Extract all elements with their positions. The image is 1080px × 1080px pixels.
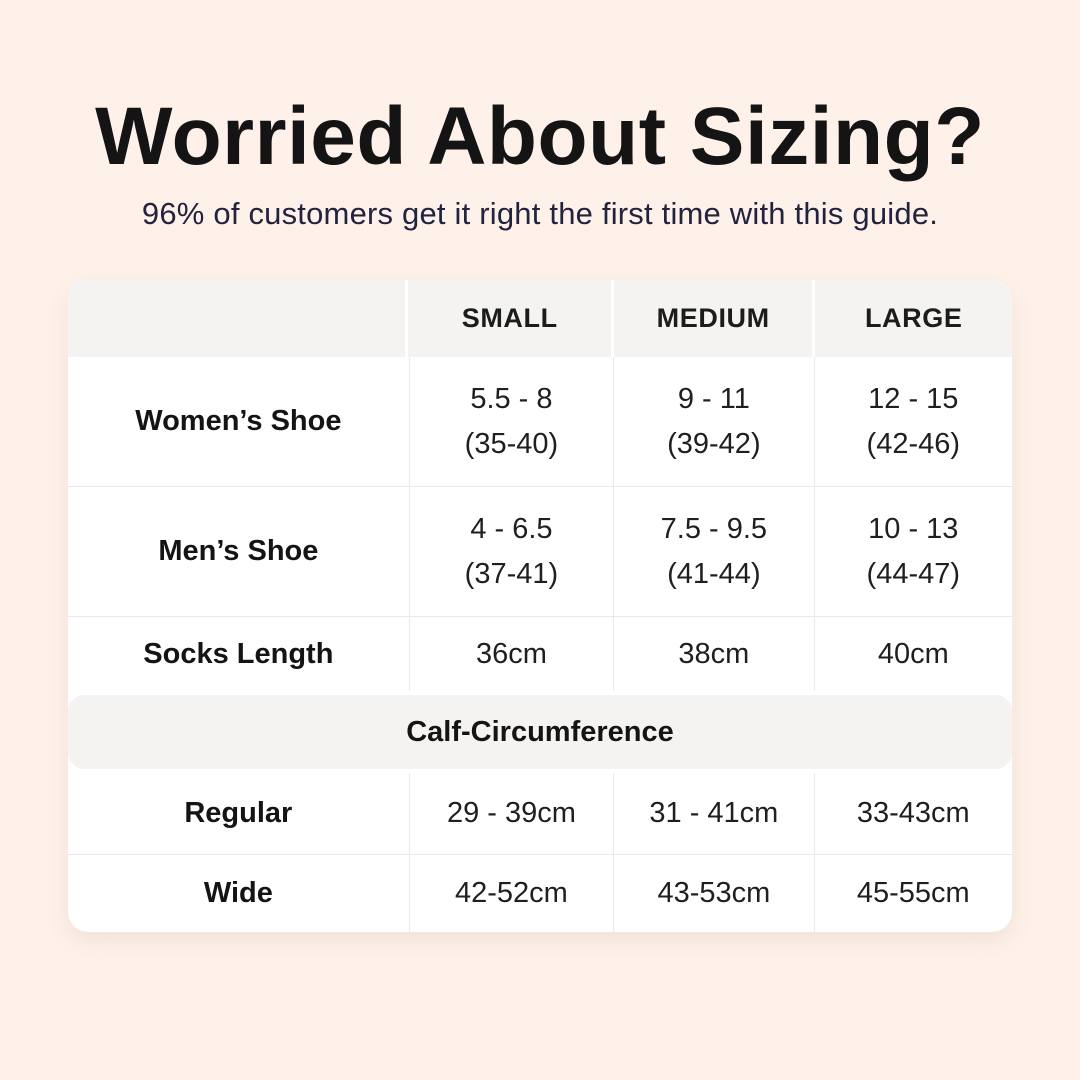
table-cell: 36cm — [408, 617, 613, 692]
value-line-1: 38cm — [678, 637, 750, 670]
header-cell-empty — [68, 280, 406, 358]
value-line-2: (39-42) — [667, 427, 761, 460]
table-cell: 5.5 - 8 (35-40) — [408, 357, 613, 487]
value-line-2: (37-41) — [464, 557, 559, 590]
page-title: Worried About Sizing? — [95, 91, 985, 182]
row-label-text: Wide — [203, 877, 273, 910]
table-cell: 40cm — [813, 617, 1012, 692]
size-chart-header-row: SMALL MEDIUM LARGE — [68, 280, 1012, 358]
table-cell: 45-55cm — [813, 855, 1012, 933]
value-line-1: 40cm — [877, 637, 949, 670]
table-cell: 38cm — [613, 617, 813, 692]
value-line-1: 43-53cm — [657, 877, 771, 910]
row-label: Socks Length — [68, 617, 409, 691]
page-subtitle: 96% of customers get it right the first … — [141, 196, 939, 232]
row-label: Women’s Shoe — [68, 357, 409, 486]
table-row-womens-shoe: Women’s Shoe 5.5 - 8 (35-40) 9 - 11 (39-… — [68, 357, 1012, 487]
row-label: Men’s Shoe — [68, 487, 409, 616]
row-label: Wide — [68, 855, 409, 932]
size-chart-table: SMALL MEDIUM LARGE Women’s Shoe 5.5 - 8 … — [68, 280, 1012, 933]
table-cell: 12 - 15 (42-46) — [813, 357, 1012, 487]
header-cell-large: LARGE — [815, 280, 1012, 358]
value-line-1: 42-52cm — [455, 877, 568, 910]
table-cell: 33-43cm — [813, 773, 1012, 855]
table-row-socks-length: Socks Length 36cm 38cm 40cm — [68, 616, 1012, 692]
row-label-text: Women’s Shoe — [135, 405, 342, 438]
table-cell: 4 - 6.5 (37-41) — [408, 487, 613, 617]
value-line-1: 12 - 15 — [868, 382, 959, 415]
row-label-text: Regular — [184, 797, 293, 830]
value-line-2: (42-46) — [866, 427, 961, 460]
value-line-1: 31 - 41cm — [649, 797, 779, 830]
table-cell: 31 - 41cm — [613, 773, 813, 855]
table-row-mens-shoe: Men’s Shoe 4 - 6.5 (37-41) 7.5 - 9.5 (41… — [68, 486, 1012, 617]
table-cell: 7.5 - 9.5 (41-44) — [613, 487, 813, 617]
value-line-1: 33-43cm — [856, 797, 970, 830]
table-cell: 29 - 39cm — [408, 773, 613, 855]
row-label: Regular — [68, 773, 409, 854]
value-line-1: 9 - 11 — [677, 382, 750, 415]
value-line-2: (35-40) — [464, 427, 559, 460]
header-cell-small: SMALL — [408, 280, 611, 358]
value-line-1: 36cm — [475, 637, 547, 670]
value-line-2: (41-44) — [667, 557, 761, 590]
table-row-regular: Regular 29 - 39cm 31 - 41cm 33-43cm — [68, 773, 1012, 855]
row-label-text: Socks Length — [143, 637, 334, 670]
calf-circumference-section-header: Calf-Circumference — [68, 695, 1012, 770]
table-cell: 9 - 11 (39-42) — [613, 357, 813, 487]
table-cell: 42-52cm — [408, 855, 613, 933]
header-cell-medium: MEDIUM — [613, 280, 813, 358]
value-line-1: 7.5 - 9.5 — [660, 512, 768, 545]
row-label-text: Men’s Shoe — [158, 535, 319, 568]
value-line-1: 29 - 39cm — [446, 797, 576, 830]
value-line-1: 10 - 13 — [868, 512, 959, 545]
table-row-wide: Wide 42-52cm 43-53cm 45-55cm — [68, 854, 1012, 933]
value-line-1: 45-55cm — [856, 877, 970, 910]
value-line-1: 4 - 6.5 — [470, 512, 553, 545]
value-line-1: 5.5 - 8 — [470, 382, 553, 415]
table-cell: 43-53cm — [613, 855, 813, 933]
value-line-2: (44-47) — [866, 557, 961, 590]
table-cell: 10 - 13 (44-47) — [813, 487, 1012, 617]
